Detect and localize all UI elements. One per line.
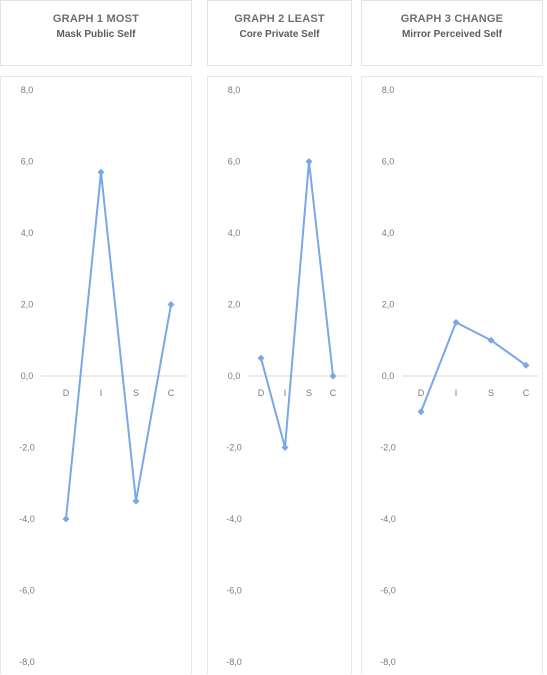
y-tick-label: -6,0: [19, 586, 35, 596]
x-category-label: C: [168, 388, 175, 398]
x-category-label: D: [258, 388, 265, 398]
y-tick-label: -8,0: [226, 657, 242, 667]
data-point: [281, 444, 289, 451]
y-tick-label: 4,0: [21, 228, 34, 238]
y-tick-label: 0,0: [21, 371, 34, 381]
y-tick-label: -6,0: [380, 586, 396, 596]
data-point: [257, 354, 265, 362]
chart-title: GRAPH 3 CHANGE: [400, 13, 504, 25]
data-point: [522, 361, 530, 369]
x-category-label: I: [100, 388, 103, 398]
data-point: [487, 336, 495, 344]
chart-title: GRAPH 1 MOST: [52, 13, 140, 25]
y-tick-label: 2,0: [382, 300, 395, 310]
series-line: [65, 171, 172, 520]
x-category-label: I: [284, 388, 287, 398]
chart-subtitle: Mirror Perceived Self: [401, 29, 503, 40]
y-tick-label: 8,0: [228, 85, 241, 95]
x-category-label: C: [330, 388, 337, 398]
chart-subtitle: Mask Public Self: [56, 29, 136, 40]
x-category-label: I: [455, 388, 458, 398]
y-tick-label: 2,0: [228, 300, 241, 310]
y-tick-label: 8,0: [21, 85, 34, 95]
chart-svg-1: 8,0 6,0 4,0 2,0 0,0 -2,0 -4,0 -6,0 -8,0 D I S C: [19, 85, 187, 667]
y-tick-label: 0,0: [228, 371, 241, 381]
y-tick-label: 0,0: [382, 371, 395, 381]
x-category-label: S: [133, 388, 139, 398]
x-category-label: S: [488, 388, 494, 398]
chart-panel-1: GRAPH 1 MOST Mask Public Self 8,0 6,0 4,0 2…: [0, 0, 192, 674]
y-tick-label: 8,0: [382, 85, 395, 95]
data-point: [62, 515, 70, 523]
y-tick-label: 4,0: [382, 228, 395, 238]
y-tick-label: -2,0: [380, 443, 396, 453]
y-tick-label: -4,0: [380, 514, 396, 524]
y-tick-label: -6,0: [226, 586, 242, 596]
data-point: [97, 168, 105, 176]
y-tick-label: -2,0: [19, 443, 35, 453]
data-point: [329, 372, 337, 380]
chart-title: GRAPH 2 LEAST: [234, 13, 325, 25]
x-category-label: D: [418, 388, 425, 398]
chart-header: GRAPH 2 LEAST Core Private Self: [207, 0, 352, 66]
y-tick-label: -2,0: [226, 443, 242, 453]
chart-svg-3: 8,0 6,0 4,0 2,0 0,0 -2,0 -4,0 -6,0 -8,0 D I S C: [380, 85, 538, 667]
data-point: [305, 158, 313, 165]
y-tick-label: -8,0: [19, 657, 35, 667]
y-tick-label: -4,0: [226, 514, 242, 524]
data-point: [167, 301, 175, 308]
data-point: [452, 318, 460, 326]
series-line: [420, 321, 527, 413]
x-category-label: S: [306, 388, 312, 398]
y-tick-label: 6,0: [228, 157, 241, 167]
plot-area: 8,0 6,0 4,0 2,0 0,0 -2,0 -4,0 -6,0 -8,0 D I S C: [207, 76, 352, 674]
y-tick-label: 6,0: [382, 157, 395, 167]
data-point: [132, 497, 140, 505]
chart-panel-2: GRAPH 2 LEAST Core Private Self 8,0 6,0 4,…: [207, 0, 352, 674]
chart-header: GRAPH 3 CHANGE Mirror Perceived Self: [361, 0, 543, 66]
chart-subtitle: Core Private Self: [239, 29, 320, 40]
y-tick-label: 2,0: [21, 300, 34, 310]
series-line: [260, 160, 334, 449]
plot-area: 8,0 6,0 4,0 2,0 0,0 -2,0 -4,0 -6,0 -8,0 D I S C: [361, 76, 543, 674]
chart-svg-2: 8,0 6,0 4,0 2,0 0,0 -2,0 -4,0 -6,0 -8,0 D I S C: [226, 85, 347, 667]
data-point: [417, 408, 425, 416]
plot-area: 8,0 6,0 4,0 2,0 0,0 -2,0 -4,0 -6,0 -8,0 D I S C: [0, 76, 192, 674]
chart-panel-3: GRAPH 3 CHANGE Mirror Perceived Self 8,0…: [361, 0, 543, 674]
y-tick-label: 4,0: [228, 228, 241, 238]
y-tick-label: -4,0: [19, 514, 35, 524]
x-category-label: C: [523, 388, 530, 398]
y-tick-label: -8,0: [380, 657, 396, 667]
x-category-label: D: [63, 388, 70, 398]
chart-header: GRAPH 1 MOST Mask Public Self: [0, 0, 192, 66]
y-tick-label: 6,0: [21, 157, 34, 167]
